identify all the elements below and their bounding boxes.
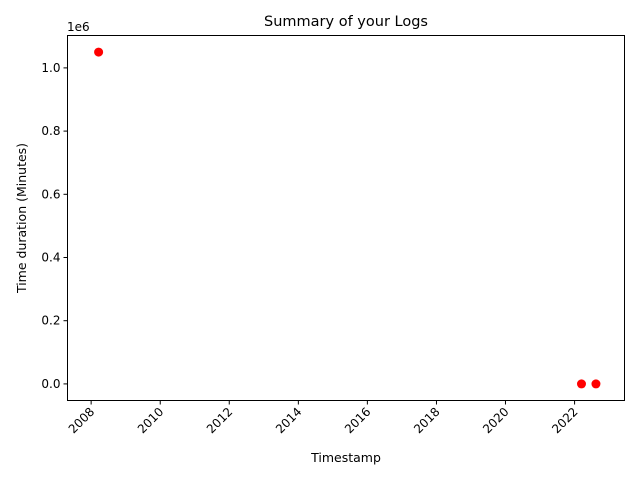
x-tick-label: 2022 <box>549 405 580 436</box>
y-tick-label: 0.0 <box>41 377 60 391</box>
y-tick-label: 0.6 <box>41 187 60 201</box>
y-axis-ticks: 0.0 0.2 0.4 0.6 0.8 1.0 <box>41 61 68 391</box>
plot-area-frame <box>67 35 625 401</box>
y-offset-label: 1e6 <box>67 20 90 34</box>
y-tick-label: 0.8 <box>41 124 60 138</box>
x-tick-label: 2010 <box>135 405 166 436</box>
data-point <box>94 47 104 57</box>
x-axis-ticks: 2008 2010 2012 2014 2016 2018 2020 2022 <box>66 400 581 436</box>
data-point <box>576 379 586 389</box>
x-tick-label: 2016 <box>342 405 373 436</box>
y-tick-label: 0.2 <box>41 314 60 328</box>
x-tick-label: 2020 <box>480 405 511 436</box>
data-points <box>94 47 601 389</box>
x-tick-label: 2012 <box>204 405 235 436</box>
x-tick-label: 2008 <box>66 405 97 436</box>
y-tick-label: 1.0 <box>41 61 60 75</box>
data-point <box>591 379 601 389</box>
x-tick-label: 2018 <box>411 405 442 436</box>
y-axis-label: Time duration (Minutes) <box>14 143 29 294</box>
x-axis-label: Timestamp <box>310 450 381 465</box>
chart-title: Summary of your Logs <box>264 14 428 30</box>
x-tick-label: 2014 <box>273 405 304 436</box>
y-tick-label: 0.4 <box>41 251 60 265</box>
